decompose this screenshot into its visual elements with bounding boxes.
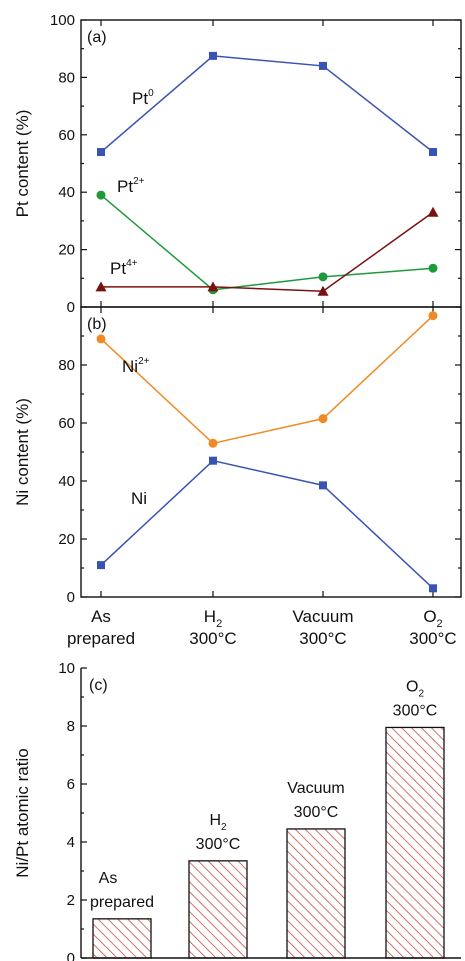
series-line-1	[100, 459, 434, 589]
panel-c: 0 2 4 6 8 10 Ni/Pt atomic ratio (c) As prepared H2…	[13, 660, 461, 961]
y-tick-label: 6	[67, 776, 75, 793]
data-point-0-1	[208, 438, 218, 448]
x-tick-label: 300°C	[409, 629, 456, 648]
y-tick-label: 20	[58, 242, 75, 259]
x-tick-label: 300°C	[299, 629, 346, 648]
data-point-1-2	[318, 272, 328, 282]
data-point-0-0	[96, 334, 106, 344]
data-point-2-0	[95, 281, 107, 292]
data-point-1-0	[97, 561, 105, 570]
panel-b: 0 20 40 60 80 Ni content (%) (b) Ni2+ Ni	[13, 306, 462, 606]
data-point-2-2	[317, 285, 329, 296]
series-line-0	[100, 55, 434, 153]
data-point-0-2	[319, 61, 327, 70]
x-tick-label: O2	[423, 607, 442, 630]
y-tick-label: 40	[58, 473, 75, 490]
x-tick-label: As	[91, 607, 111, 626]
bar-label: As	[99, 870, 118, 887]
y-tick-label: 8	[67, 718, 75, 735]
y-axis-label: Ni content (%)	[13, 398, 32, 506]
data-point-0-3	[428, 311, 438, 321]
x-tick-label: H2	[204, 607, 222, 630]
y-tick-label: 0	[67, 589, 75, 606]
y-tick-label: 60	[58, 415, 75, 432]
series-label-0: Pt0	[132, 88, 154, 108]
panel-a: 0 20 40 60 80 100 Pt content (%) (a) Pt0 Pt2+ Pt4+	[13, 12, 462, 316]
y-tick-label: 40	[58, 184, 75, 201]
panel-label: (a)	[87, 29, 107, 46]
panel-label: (c)	[89, 677, 108, 694]
bar-1	[188, 860, 248, 959]
data-point-2-1	[207, 281, 219, 292]
series-label-2: Pt4+	[110, 258, 138, 278]
data-point-0-1	[209, 51, 217, 60]
y-tick-label: 0	[67, 299, 75, 316]
y-tick-label: 80	[58, 69, 75, 86]
series-label-1: Pt2+	[117, 176, 145, 196]
plot-frame	[80, 19, 462, 308]
bar-label: Vacuum	[287, 780, 345, 797]
data-point-1-0	[96, 190, 106, 200]
series-line-0	[100, 315, 434, 445]
bar-label: O2	[406, 678, 424, 699]
data-point-2-3	[427, 206, 439, 217]
y-tick-label: 0	[67, 950, 75, 961]
data-point-0-0	[97, 148, 105, 157]
bar-label: H2	[209, 812, 227, 833]
y-tick-label: 80	[58, 357, 75, 374]
series-line-1	[100, 194, 434, 291]
y-tick-label: 60	[58, 127, 75, 144]
y-tick-label: 20	[58, 531, 75, 548]
y-axis-label: Pt content (%)	[13, 110, 32, 218]
series-label-1: Ni	[131, 489, 147, 508]
y-tick-label: 2	[67, 892, 75, 909]
plot-frame	[80, 306, 462, 598]
series-line-2	[101, 211, 434, 292]
data-point-1-3	[428, 263, 438, 273]
data-point-1-2	[319, 481, 327, 490]
data-point-1-3	[429, 584, 437, 593]
data-point-0-3	[429, 148, 437, 157]
bar-label: 300°C	[196, 836, 241, 853]
data-point-1-1	[209, 456, 217, 465]
x-tick-label: Vacuum	[292, 607, 353, 626]
bar-0	[92, 918, 152, 959]
bar-2	[286, 828, 346, 959]
panel-label: (b)	[87, 316, 107, 333]
x-tick-label: prepared	[67, 629, 135, 648]
x-tick-label: 300°C	[189, 629, 236, 648]
data-point-0-2	[318, 414, 328, 424]
bar-label: 300°C	[294, 804, 339, 821]
y-tick-label: 100	[50, 12, 75, 29]
bar-label: 300°C	[393, 702, 438, 719]
y-tick-label: 10	[58, 660, 75, 677]
y-axis-label: Ni/Pt atomic ratio	[13, 748, 32, 877]
bar-label: prepared	[90, 894, 154, 911]
y-tick-label: 4	[67, 834, 75, 851]
bar-3	[385, 726, 445, 959]
series-label-0: Ni2+	[122, 356, 150, 376]
